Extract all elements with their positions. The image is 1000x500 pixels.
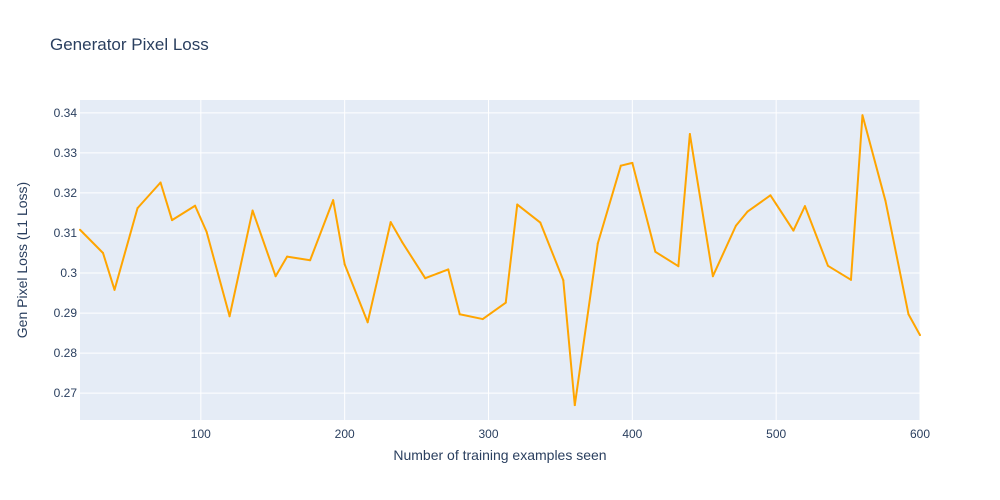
data-point: [654, 250, 657, 253]
data-point: [711, 275, 714, 278]
data-point: [826, 264, 829, 267]
data-point: [159, 181, 162, 184]
data-point: [539, 221, 542, 224]
plot-area: [80, 100, 920, 420]
series-layer: [79, 114, 921, 407]
y-tick-label: 0.34: [54, 106, 78, 120]
data-point: [562, 279, 565, 282]
x-axis-ticks: 100 200 300 400 500 600: [191, 427, 931, 441]
x-tick-label: 600: [910, 427, 930, 441]
data-point: [274, 275, 277, 278]
data-point: [171, 219, 174, 222]
data-point: [447, 268, 450, 271]
data-point: [309, 259, 312, 262]
data-point: [194, 204, 197, 207]
data-point: [401, 241, 404, 244]
x-tick-label: 300: [478, 427, 498, 441]
data-point: [79, 228, 81, 231]
data-point: [389, 221, 392, 224]
data-point: [573, 404, 576, 407]
data-point: [907, 313, 910, 316]
data-point: [136, 207, 139, 210]
x-tick-label: 200: [335, 427, 355, 441]
data-point: [884, 199, 887, 202]
y-axis-ticks: 0.27 0.28 0.29 0.3 0.31 0.32 0.33 0.34: [54, 106, 78, 400]
data-point: [481, 318, 484, 321]
data-point: [504, 301, 507, 304]
y-tick-label: 0.28: [54, 346, 78, 360]
y-tick-label: 0.33: [54, 146, 78, 160]
data-point: [343, 263, 346, 266]
data-point: [113, 288, 116, 291]
data-point: [769, 194, 772, 197]
data-point: [516, 203, 519, 206]
data-point: [366, 321, 369, 324]
data-point: [919, 334, 921, 337]
data-point: [688, 133, 691, 136]
data-point: [228, 315, 231, 318]
data-point: [251, 209, 254, 212]
data-point: [332, 199, 335, 202]
data-point: [677, 265, 680, 268]
x-tick-label: 400: [622, 427, 642, 441]
data-point: [631, 161, 634, 164]
data-point: [424, 277, 427, 280]
data-point: [849, 278, 852, 281]
data-point: [792, 229, 795, 232]
y-tick-label: 0.31: [54, 226, 78, 240]
data-point: [205, 230, 208, 233]
y-axis-title: Gen Pixel Loss (L1 Loss): [14, 182, 30, 338]
data-point: [286, 255, 289, 258]
chart-title: Generator Pixel Loss: [50, 35, 209, 54]
data-point: [746, 210, 749, 213]
data-point: [619, 164, 622, 167]
y-tick-label: 0.32: [54, 186, 78, 200]
data-point: [734, 224, 737, 227]
x-axis-title: Number of training examples seen: [393, 447, 606, 463]
y-tick-label: 0.3: [60, 266, 77, 280]
data-point: [803, 205, 806, 208]
y-tick-label: 0.29: [54, 306, 78, 320]
data-point: [596, 242, 599, 245]
x-tick-label: 100: [191, 427, 211, 441]
y-tick-label: 0.27: [54, 386, 78, 400]
x-tick-label: 500: [766, 427, 786, 441]
data-point: [861, 114, 864, 117]
data-point: [102, 251, 105, 254]
grid-lines: [80, 100, 921, 420]
data-point: [458, 313, 461, 316]
